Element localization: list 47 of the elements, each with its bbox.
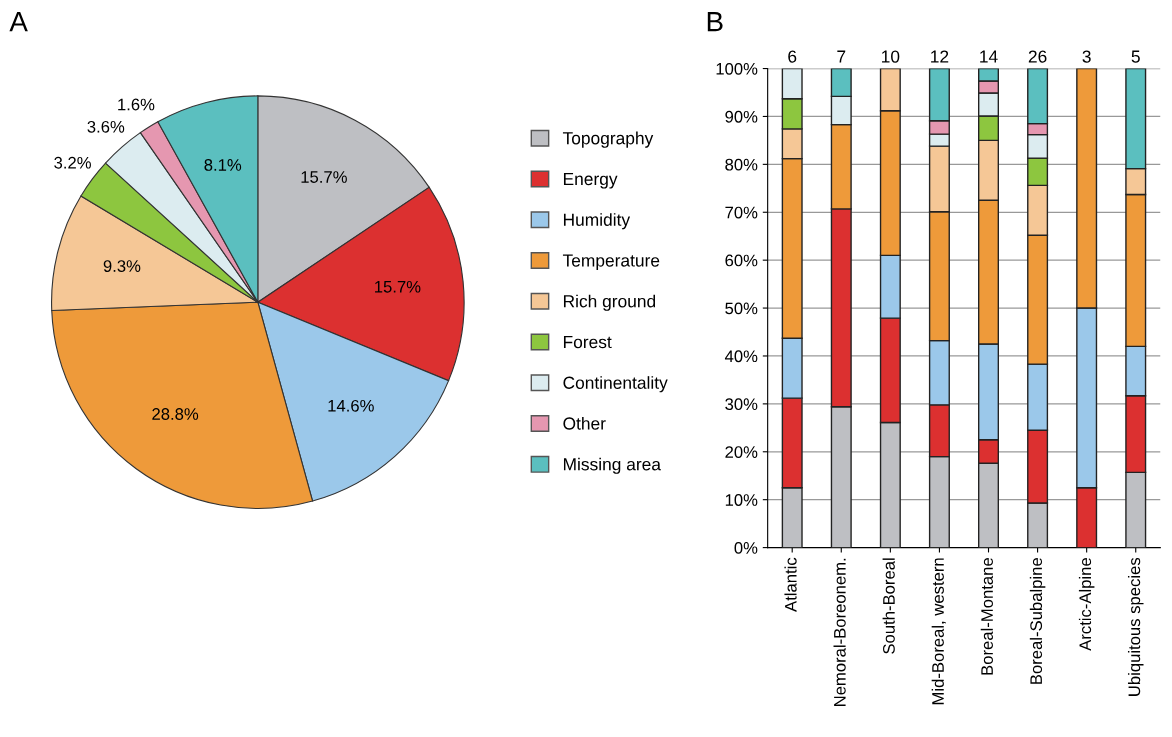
x-tick-label: Boreal-Subalpine xyxy=(1029,558,1046,684)
legend-label: Topography xyxy=(562,131,654,148)
data-label: 15.7% xyxy=(375,280,421,293)
data-label: 3.6% xyxy=(87,120,125,133)
y-tick-label: 100% xyxy=(716,62,758,75)
y-tick-label: 30% xyxy=(725,398,758,411)
x-tick-label: Boreal-Montane xyxy=(980,558,993,675)
y-tick-label: 0% xyxy=(734,541,758,554)
text: 3 xyxy=(1082,50,1091,63)
data-label: 14.6% xyxy=(328,399,374,412)
data-label: 9.3% xyxy=(103,260,141,272)
legend-label: Forest xyxy=(563,336,612,349)
x-tick-label: Mid-Boreal, western xyxy=(931,558,946,705)
data-label: 1.6% xyxy=(118,98,155,111)
legend-label: Missing area xyxy=(563,457,661,474)
x-tick-label: Nemoral-Boreonem. xyxy=(833,558,846,706)
x-tick-label: South-Boreal xyxy=(882,558,895,654)
text: 5 xyxy=(1131,50,1140,63)
y-tick-label: 90% xyxy=(725,110,758,123)
legend-label: Continentality xyxy=(563,376,668,393)
chart-title: B xyxy=(707,12,723,32)
text: 6 xyxy=(788,50,797,63)
y-tick-label: 60% xyxy=(725,254,758,267)
data-label: 15.7% xyxy=(301,171,347,183)
data-label: 28.8% xyxy=(152,408,199,420)
legend-label: Energy xyxy=(563,173,618,189)
y-tick-label: 50% xyxy=(725,302,758,315)
text: 10 xyxy=(882,50,900,63)
legend-label: Humidity xyxy=(563,213,631,230)
x-tick-label: Atlantic xyxy=(784,557,797,612)
legend-label: Temperature xyxy=(562,254,660,271)
y-tick-label: 70% xyxy=(725,206,758,219)
y-tick-label: 80% xyxy=(725,158,758,171)
y-tick-label: 10% xyxy=(725,494,758,506)
text: 14 xyxy=(980,50,998,63)
y-tick-label: 40% xyxy=(724,350,758,363)
text: 12 xyxy=(931,50,949,63)
x-tick-label: Ubiquitous species xyxy=(1127,557,1144,696)
data-label: 8.1% xyxy=(204,159,242,171)
x-tick-label: Arctic-Alpine xyxy=(1078,558,1095,651)
data-label: 3.2% xyxy=(54,156,91,169)
legend-label: Other xyxy=(563,416,606,430)
legend-label: Rich ground xyxy=(563,294,656,311)
chart-title: A xyxy=(9,12,28,32)
text: 7 xyxy=(837,50,846,63)
y-tick-label: 20% xyxy=(725,446,758,458)
text: 26 xyxy=(1028,50,1047,63)
